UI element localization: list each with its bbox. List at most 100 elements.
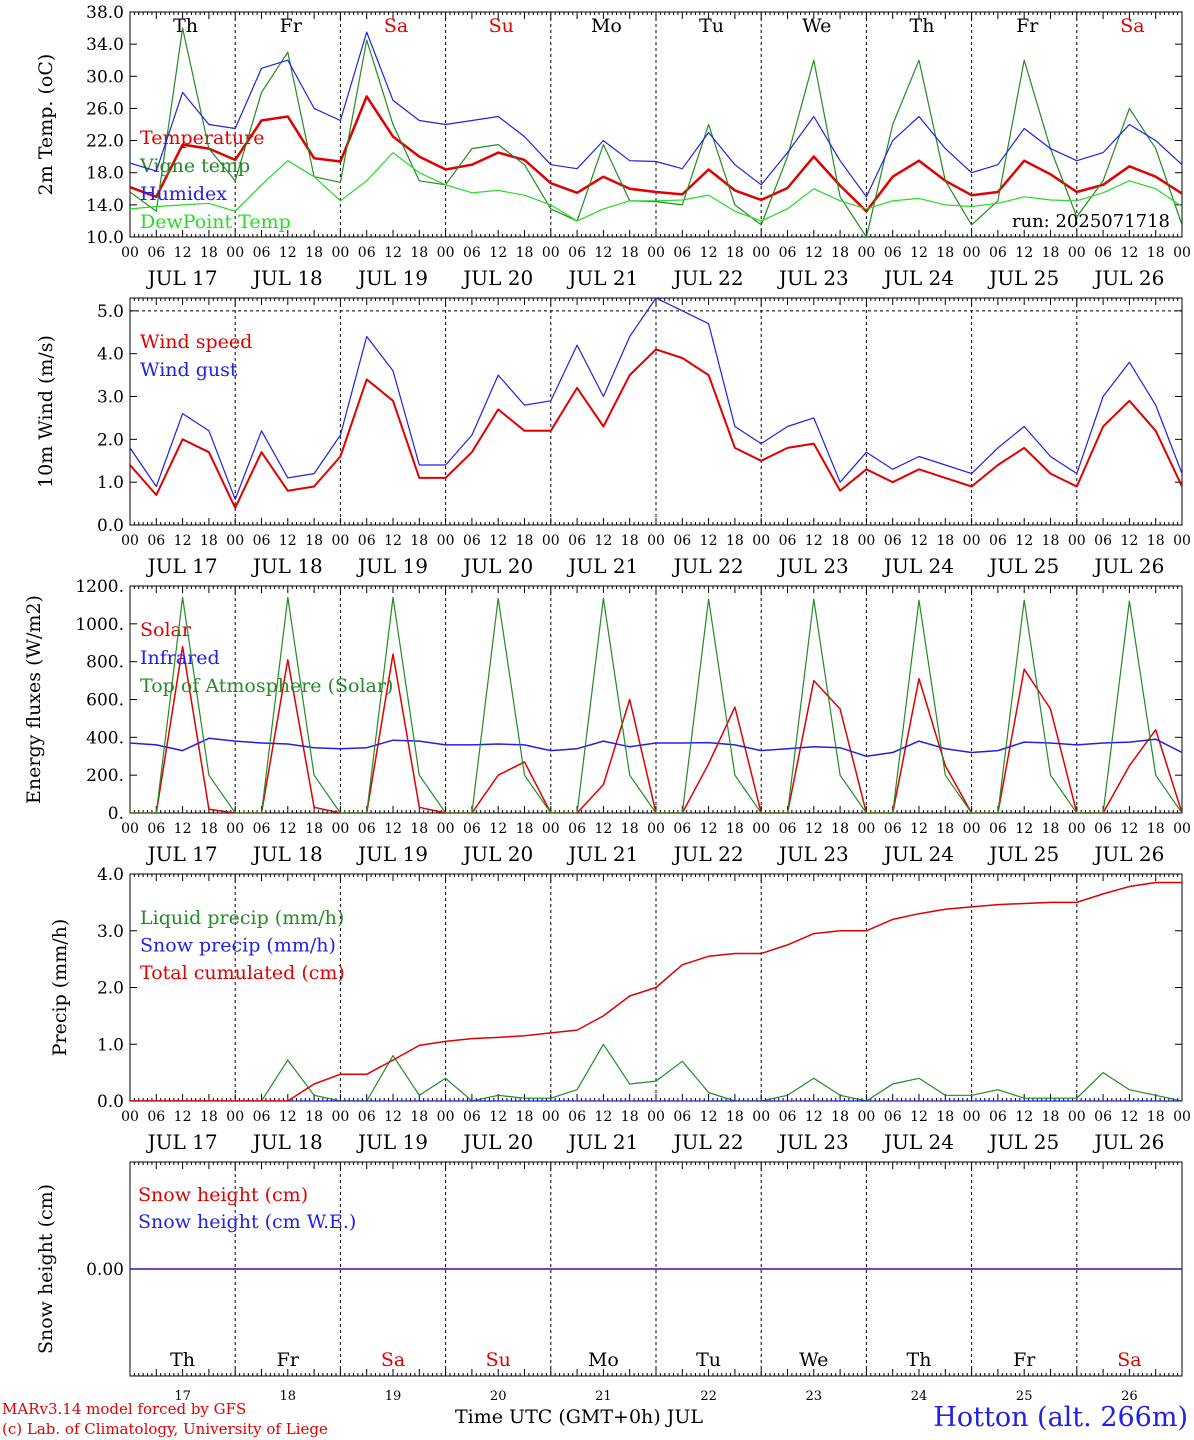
- hour-tick-label: 12: [279, 245, 297, 261]
- legend-entry: DewPoint Temp: [140, 211, 291, 233]
- weekday-label: Tu: [696, 1349, 721, 1371]
- hour-tick-label: 12: [594, 245, 612, 261]
- series-line-1: [130, 95, 1182, 213]
- day-label: JUL 19: [356, 842, 428, 866]
- hour-tick-label: 18: [936, 533, 954, 549]
- hour-tick-label: 18: [1147, 821, 1165, 837]
- time-axis-title: Time UTC (GMT+0h) JUL: [455, 1406, 703, 1428]
- hour-tick-label: 00: [226, 533, 244, 549]
- weekday-label: We: [799, 1349, 828, 1371]
- day-label: JUL 26: [1092, 266, 1164, 290]
- hour-tick-label: 00: [121, 1109, 139, 1125]
- y-tick-label: 14.0: [86, 196, 124, 216]
- hour-tick-label: 00: [542, 245, 560, 261]
- hour-tick-label: 18: [831, 1109, 849, 1125]
- hour-tick-label: 12: [700, 245, 718, 261]
- hour-tick-label: 00: [963, 1109, 981, 1125]
- hour-tick-label: 12: [384, 1109, 402, 1125]
- legend-entry: Top of Atmosphere (Solar): [140, 675, 393, 697]
- hour-tick-label: 12: [384, 533, 402, 549]
- weekday-label: We: [802, 15, 831, 37]
- hour-tick-label: 12: [174, 821, 192, 837]
- hour-tick-label: 00: [437, 821, 455, 837]
- day-label: JUL 25: [987, 554, 1059, 578]
- hour-tick-label: 06: [884, 533, 902, 549]
- hour-tick-label: 12: [910, 1109, 928, 1125]
- day-label: JUL 21: [566, 1130, 638, 1154]
- hour-tick-label: 18: [305, 533, 323, 549]
- hour-tick-label: 12: [910, 533, 928, 549]
- weekday-label: Th: [907, 1349, 932, 1371]
- y-tick-label: 4.0: [97, 865, 124, 885]
- hour-tick-label: 00: [121, 821, 139, 837]
- hour-tick-label: 00: [331, 821, 349, 837]
- hour-tick-label: 12: [1120, 1109, 1138, 1125]
- y-tick-label: 3.0: [97, 388, 124, 408]
- series-line-1: [130, 348, 1182, 509]
- day-label: JUL 22: [672, 554, 744, 578]
- hour-tick-label: 18: [200, 821, 218, 837]
- hour-tick-label: 06: [253, 1109, 271, 1125]
- legend-entry: Humidex: [140, 183, 227, 205]
- weekday-label: Sa: [1120, 15, 1144, 37]
- hour-tick-label: 00: [752, 533, 770, 549]
- day-number-label: 21: [595, 1389, 612, 1404]
- hour-tick-label: 18: [621, 245, 639, 261]
- hour-tick-label: 00: [437, 1109, 455, 1125]
- series-line-3: [130, 31, 1182, 198]
- day-number-label: 19: [385, 1389, 402, 1404]
- series-line-4: [130, 152, 1182, 222]
- hour-tick-label: 12: [1015, 245, 1033, 261]
- hour-tick-label: 12: [594, 533, 612, 549]
- hour-tick-label: 12: [1015, 1109, 1033, 1125]
- hour-tick-label: 06: [463, 245, 481, 261]
- hour-tick-label: 00: [647, 821, 665, 837]
- hour-tick-label: 00: [752, 245, 770, 261]
- y-tick-label: 34.0: [86, 35, 124, 55]
- hour-tick-label: 00: [542, 533, 560, 549]
- day-label: JUL 21: [566, 554, 638, 578]
- hour-tick-label: 00: [1068, 1109, 1086, 1125]
- y-axis-label: 10m Wind (m/s): [35, 335, 57, 488]
- hour-tick-label: 18: [200, 533, 218, 549]
- hour-tick-label: 06: [358, 1109, 376, 1125]
- hour-tick-label: 00: [331, 245, 349, 261]
- hour-tick-label: 12: [910, 821, 928, 837]
- series-line-2: [130, 737, 1182, 758]
- hour-tick-label: 06: [779, 533, 797, 549]
- run-annotation: run: 2025071718: [1012, 211, 1170, 232]
- legend-entry: Infrared: [140, 647, 220, 669]
- legend-entry: Total cumulated (cm): [140, 962, 345, 984]
- hour-tick-label: 06: [779, 821, 797, 837]
- hour-tick-label: 00: [1173, 245, 1191, 261]
- hour-tick-label: 18: [200, 1109, 218, 1125]
- y-tick-label: 0.0: [97, 516, 124, 536]
- hour-tick-label: 00: [1173, 821, 1191, 837]
- hour-tick-label: 12: [384, 821, 402, 837]
- day-label: JUL 19: [356, 266, 428, 290]
- y-tick-label: 26.0: [86, 99, 124, 119]
- hour-tick-label: 12: [805, 821, 823, 837]
- hour-tick-label: 06: [673, 821, 691, 837]
- hour-tick-label: 06: [147, 821, 165, 837]
- hour-tick-label: 06: [1094, 1109, 1112, 1125]
- lab-credit: (c) Lab. of Climatology, University of L…: [2, 1420, 328, 1438]
- y-tick-label: 1000.: [75, 615, 124, 635]
- hour-tick-label: 12: [805, 1109, 823, 1125]
- day-label: JUL 17: [146, 842, 218, 866]
- hour-tick-label: 18: [726, 245, 744, 261]
- day-label: JUL 19: [356, 1130, 428, 1154]
- hour-tick-label: 06: [989, 533, 1007, 549]
- day-number-label: 22: [700, 1389, 717, 1404]
- hour-tick-label: 12: [805, 245, 823, 261]
- y-tick-label: 2.0: [97, 430, 124, 450]
- day-label: JUL 24: [882, 1130, 954, 1154]
- weekday-label: Su: [486, 1349, 511, 1371]
- legend-entry: Vigne temp: [139, 155, 250, 177]
- hour-tick-label: 18: [305, 1109, 323, 1125]
- hour-tick-label: 18: [726, 1109, 744, 1125]
- panel-2: 0.0 1.0 2.0 3.0 4.0 5.0 10m Wind (m/s) 00 06 12 18…: [35, 297, 1191, 578]
- weekday-label: Fr: [1016, 15, 1039, 37]
- hour-tick-label: 12: [1120, 245, 1138, 261]
- weekday-label: Fr: [277, 1349, 300, 1371]
